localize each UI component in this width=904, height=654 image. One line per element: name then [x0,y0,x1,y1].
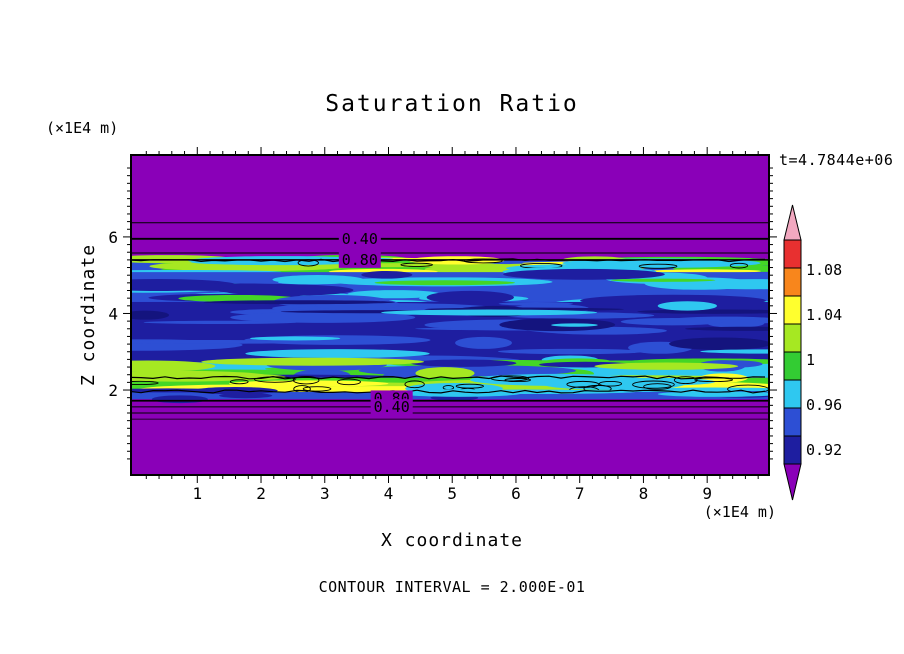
colorbar-tick-label: 1.04 [806,306,842,324]
x-tick-label: 4 [384,484,394,503]
z-axis-label: Z coordinate [78,244,99,386]
colorbar-arrow-bottom [783,463,802,501]
y-tick-label: 2 [108,381,118,400]
y-tick-label: 6 [108,228,118,247]
colorbar-segment [783,407,802,437]
x-tick-label: 3 [320,484,330,503]
colorbar-segment [783,379,802,409]
colorbar-segment [783,435,802,465]
colorbar-segment [783,267,802,297]
x-tick-label: 1 [192,484,202,503]
x-axis-label: X coordinate [381,530,523,551]
colorbar-segment [783,239,802,269]
x-tick-label: 7 [575,484,585,503]
colorbar-segment [783,323,802,353]
axes: 1 2 3 4 5 6 7 8 9 2 4 6 [108,147,777,503]
colorbar: 1.08 1.04 1 0.96 0.92 [783,204,842,501]
contour-field [131,155,769,475]
x-axis-unit: (×1E4 m) [704,503,776,521]
x-tick-label: 9 [702,484,712,503]
plot-title: Saturation Ratio [325,91,579,117]
colorbar-tick-label: 0.92 [806,441,842,459]
x-tick-label: 2 [256,484,266,503]
contour-label: 0.80 [342,251,378,269]
colorbar-segment [783,295,802,325]
colorbar-arrow-top [783,204,802,241]
colorbar-tick-label: 1.08 [806,261,842,279]
y-tick-label: 4 [108,304,118,323]
contour-label: 0.40 [342,230,378,248]
colorbar-tick-label: 1 [806,351,815,369]
contour-lines: 0.400.800.800.40 [131,222,769,420]
timestamp: t=4.7844e+06 [779,151,893,169]
z-axis-unit: (×1E4 m) [46,119,118,137]
contour-label: 0.40 [374,398,410,416]
x-tick-label: 6 [511,484,521,503]
x-tick-label: 5 [447,484,457,503]
colorbar-segment [783,351,802,381]
contour-interval-note: CONTOUR INTERVAL = 2.000E-01 [319,578,586,596]
x-tick-label: 8 [639,484,649,503]
colorbar-tick-label: 0.96 [806,396,842,414]
